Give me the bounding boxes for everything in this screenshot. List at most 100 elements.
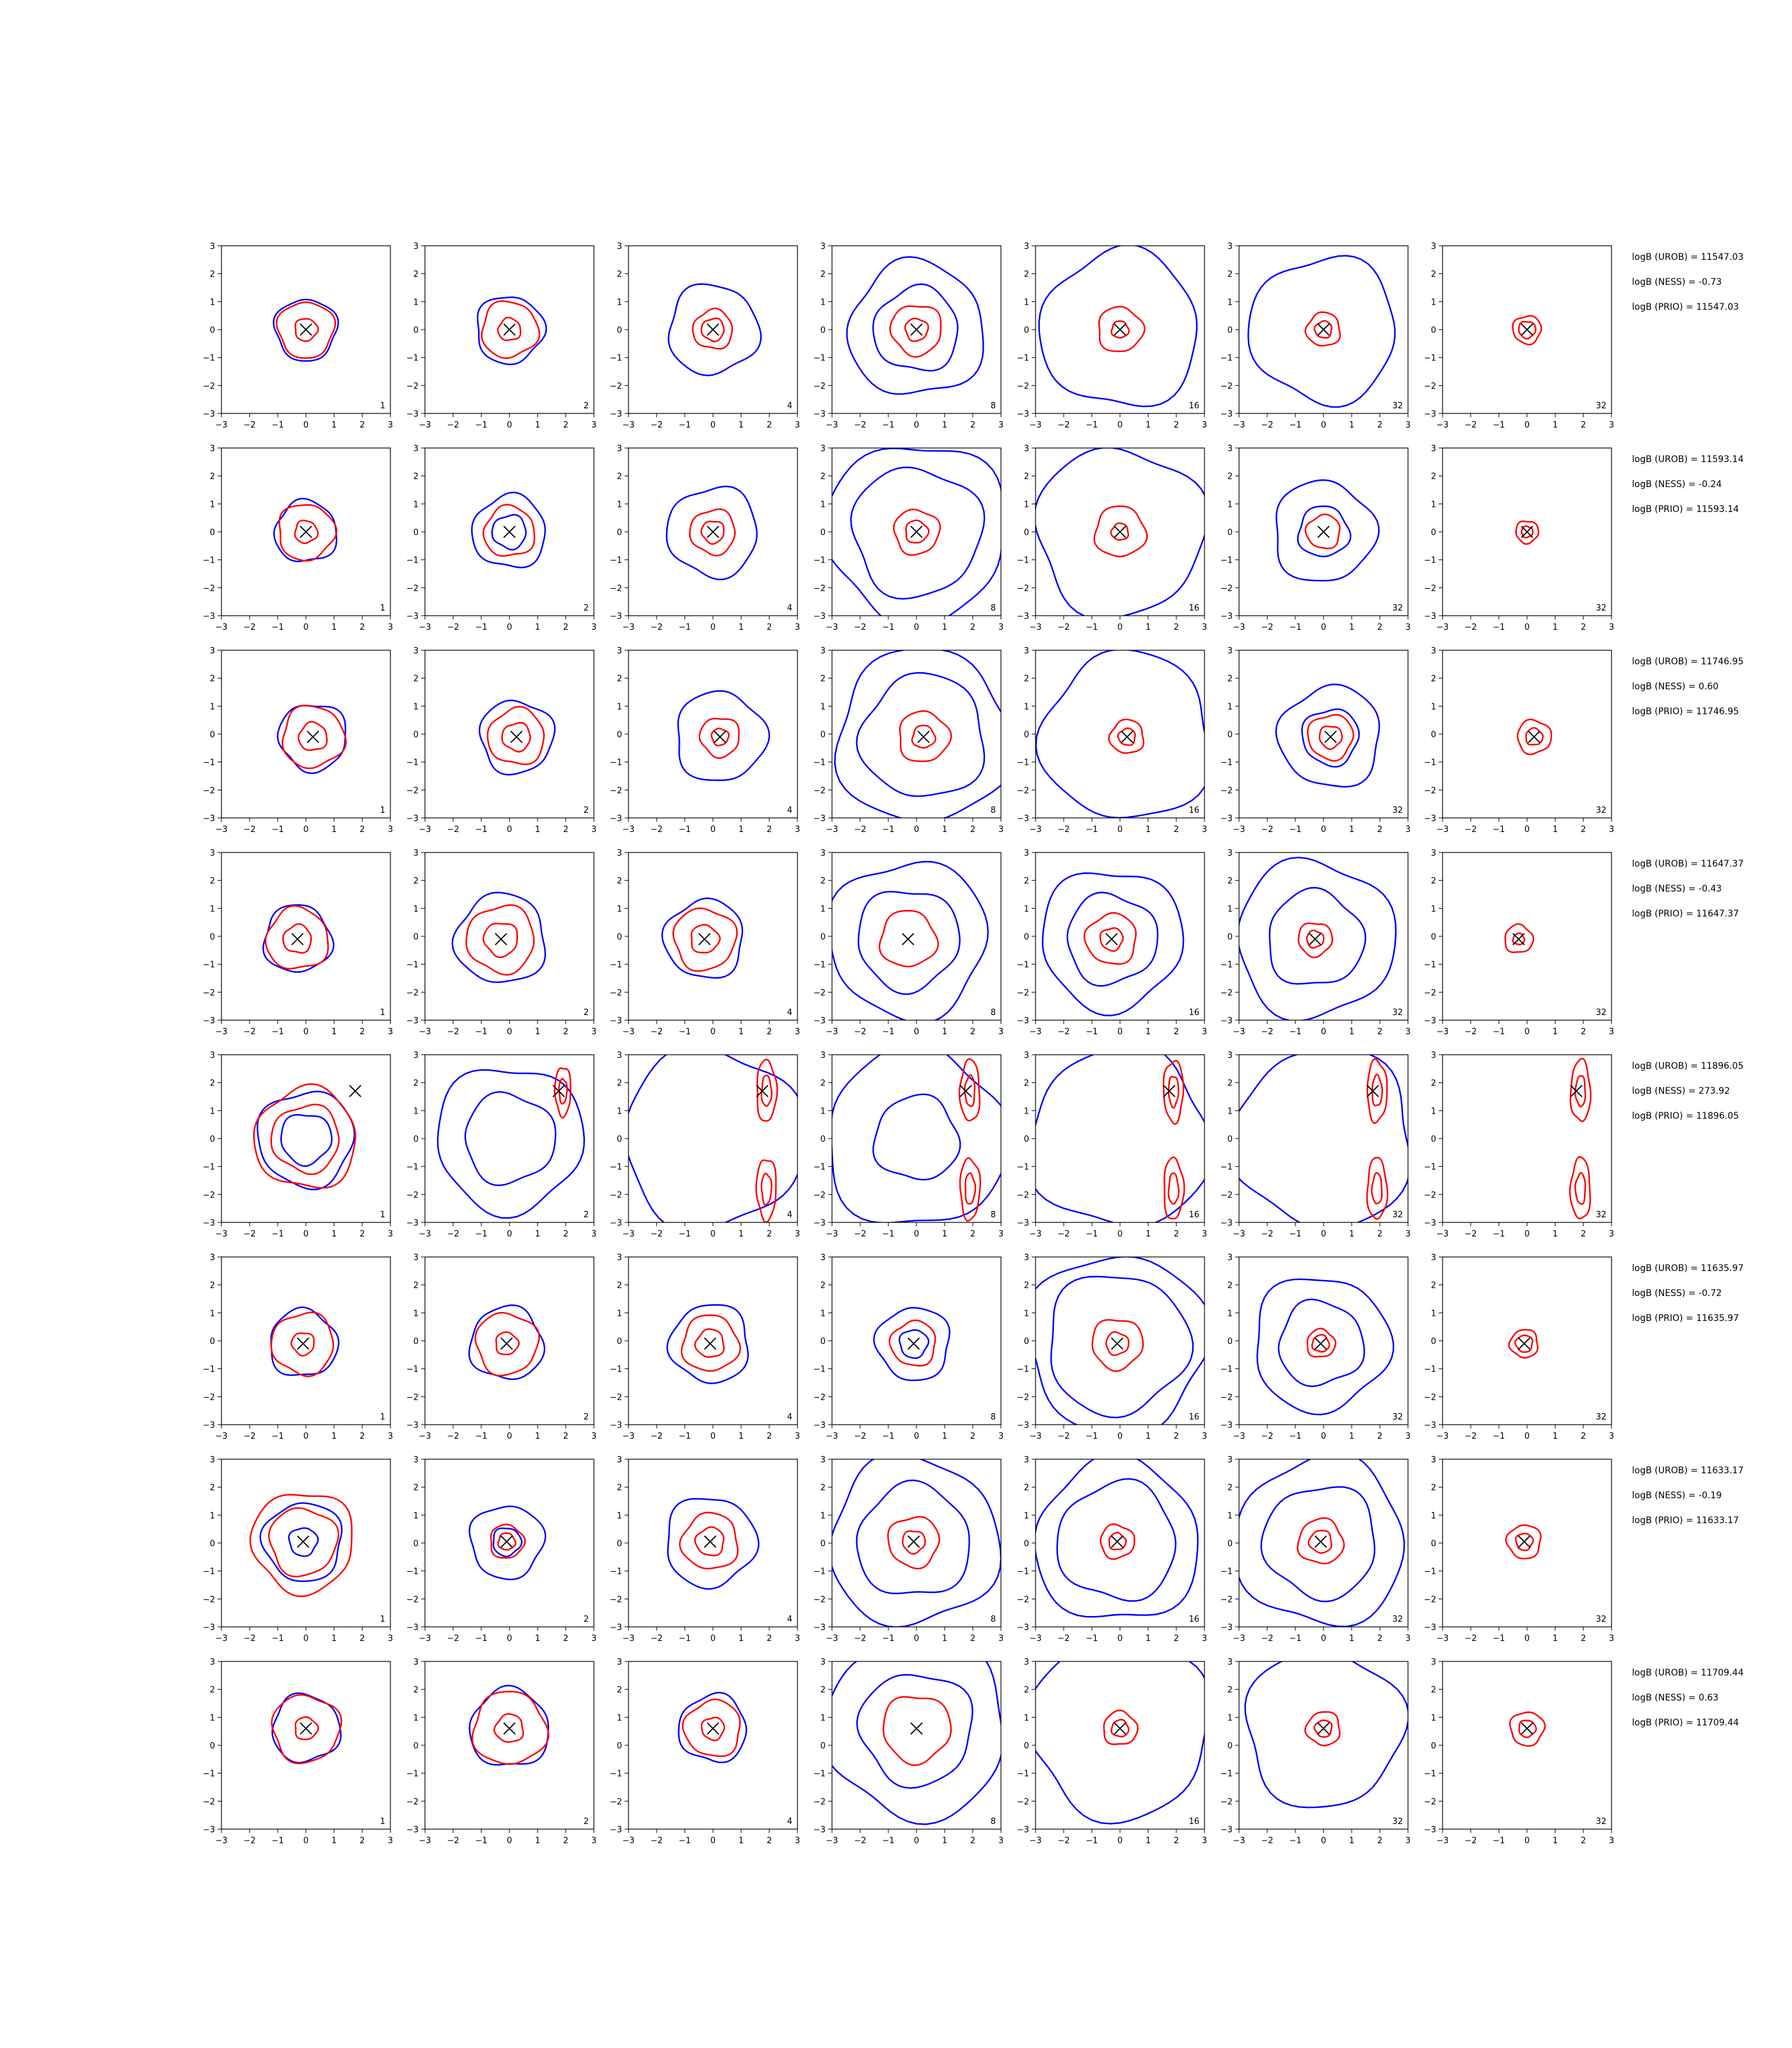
x-tick-label: 3 bbox=[1202, 420, 1207, 430]
red-contour bbox=[1516, 718, 1553, 756]
panel-count-label: 4 bbox=[787, 401, 792, 411]
blue-contour bbox=[668, 283, 762, 376]
blue-contour bbox=[436, 1069, 586, 1219]
x-tick-label: 0 bbox=[303, 1432, 308, 1441]
panel-count-label: 32 bbox=[1596, 1008, 1606, 1018]
true-point-marker bbox=[349, 1085, 362, 1098]
x-tick-label: 0 bbox=[1117, 1836, 1123, 1846]
x-tick-label: 1 bbox=[739, 1432, 744, 1441]
y-tick-label: −3 bbox=[1017, 1421, 1029, 1430]
red-contour bbox=[1517, 321, 1537, 340]
x-tick-label: −3 bbox=[1436, 1432, 1448, 1441]
x-tick-label: 1 bbox=[332, 1634, 337, 1644]
x-tick-label: 2 bbox=[1377, 1229, 1382, 1239]
axes-frame bbox=[424, 1661, 595, 1830]
true-point-marker bbox=[510, 730, 523, 744]
x-tick-label: −1 bbox=[475, 1634, 487, 1644]
x-tick-label: 0 bbox=[303, 1836, 308, 1846]
y-tick-label: −3 bbox=[1220, 1623, 1233, 1633]
y-tick-label: 1 bbox=[1431, 500, 1436, 509]
y-tick-label: 0 bbox=[820, 326, 826, 335]
x-tick-label: 1 bbox=[535, 1027, 540, 1037]
true-point-marker bbox=[1314, 1535, 1327, 1548]
x-tick-label: −3 bbox=[622, 1229, 634, 1239]
true-point-marker bbox=[707, 525, 719, 538]
panel-count-label: 16 bbox=[1188, 1412, 1199, 1422]
x-tick-label: −3 bbox=[622, 1027, 634, 1037]
x-tick-label: −3 bbox=[419, 825, 431, 835]
x-tick-label: −3 bbox=[1436, 623, 1448, 632]
red-contour bbox=[672, 908, 738, 972]
true-point-marker bbox=[300, 525, 312, 538]
y-tick-label: −2 bbox=[1424, 1797, 1436, 1807]
y-tick-label: 1 bbox=[1228, 1713, 1233, 1723]
y-tick-label: −1 bbox=[1220, 758, 1233, 768]
x-tick-label: −1 bbox=[1289, 1836, 1301, 1846]
x-tick-label: 3 bbox=[1609, 825, 1614, 835]
x-tick-label: −3 bbox=[622, 825, 634, 835]
y-tick-label: 1 bbox=[210, 702, 215, 712]
blue-contour bbox=[1301, 708, 1360, 768]
y-tick-label: −3 bbox=[1017, 1825, 1029, 1835]
x-tick-label: 0 bbox=[1321, 1432, 1326, 1441]
x-tick-label: −3 bbox=[1436, 1836, 1448, 1846]
red-contour bbox=[249, 1494, 353, 1597]
y-tick-label: −3 bbox=[1424, 814, 1436, 824]
logb-stat: logB (NESS) = -0.43 bbox=[1632, 884, 1722, 894]
x-tick-label: 0 bbox=[507, 1229, 512, 1239]
x-tick-label: −3 bbox=[826, 623, 838, 632]
x-tick-label: 1 bbox=[1146, 825, 1151, 835]
x-tick-label: −1 bbox=[1085, 1432, 1098, 1441]
y-tick-label: 3 bbox=[617, 1658, 622, 1667]
blue-contour bbox=[666, 1304, 749, 1384]
y-tick-label: 0 bbox=[1024, 528, 1029, 538]
y-tick-label: 1 bbox=[1228, 702, 1233, 712]
x-tick-label: −3 bbox=[1029, 1634, 1041, 1644]
y-tick-label: −3 bbox=[813, 814, 826, 824]
red-contour bbox=[1306, 1327, 1337, 1358]
true-point-marker bbox=[1317, 323, 1330, 336]
x-tick-label: 0 bbox=[1524, 1836, 1530, 1846]
red-contour bbox=[1297, 922, 1334, 959]
y-tick-label: 0 bbox=[820, 1337, 826, 1347]
red-contour bbox=[1514, 1532, 1534, 1551]
blue-contour bbox=[858, 890, 961, 995]
x-tick-label: 2 bbox=[563, 623, 568, 632]
blue-contour bbox=[834, 650, 1001, 818]
y-tick-label: −3 bbox=[813, 1825, 826, 1835]
x-tick-label: −2 bbox=[854, 1027, 866, 1037]
red-contour bbox=[904, 317, 929, 342]
panel-count-label: 32 bbox=[1392, 1412, 1403, 1422]
y-tick-label: 2 bbox=[413, 877, 419, 886]
y-tick-label: 0 bbox=[617, 326, 622, 335]
y-tick-label: −2 bbox=[1017, 988, 1029, 998]
y-tick-label: 1 bbox=[210, 298, 215, 307]
x-tick-label: −1 bbox=[1085, 623, 1098, 632]
y-tick-label: −2 bbox=[1220, 584, 1233, 593]
blue-contour bbox=[898, 1329, 930, 1359]
true-point-marker bbox=[707, 323, 719, 336]
y-tick-label: 2 bbox=[820, 1079, 826, 1089]
red-contour bbox=[678, 1512, 739, 1570]
y-tick-label: 0 bbox=[1228, 1741, 1233, 1751]
x-tick-label: 0 bbox=[1321, 1634, 1326, 1644]
panel-count-label: 32 bbox=[1392, 1210, 1403, 1220]
x-tick-label: 2 bbox=[563, 1836, 568, 1846]
y-tick-label: −1 bbox=[1220, 1163, 1233, 1172]
y-tick-label: 3 bbox=[820, 1455, 826, 1465]
x-tick-label: −3 bbox=[1233, 1432, 1245, 1441]
x-tick-label: −1 bbox=[1492, 623, 1505, 632]
y-tick-label: 2 bbox=[820, 877, 826, 886]
x-tick-label: −1 bbox=[1085, 1836, 1098, 1846]
y-tick-label: 3 bbox=[210, 1658, 215, 1667]
x-tick-label: −2 bbox=[447, 420, 459, 430]
y-tick-label: 3 bbox=[1228, 242, 1233, 252]
red-contour bbox=[958, 1058, 980, 1122]
x-tick-label: −1 bbox=[1289, 1229, 1301, 1239]
y-tick-label: 0 bbox=[820, 1741, 826, 1751]
y-tick-label: 1 bbox=[617, 298, 622, 307]
y-tick-label: −2 bbox=[1424, 1393, 1436, 1402]
y-tick-label: 0 bbox=[413, 1539, 419, 1549]
